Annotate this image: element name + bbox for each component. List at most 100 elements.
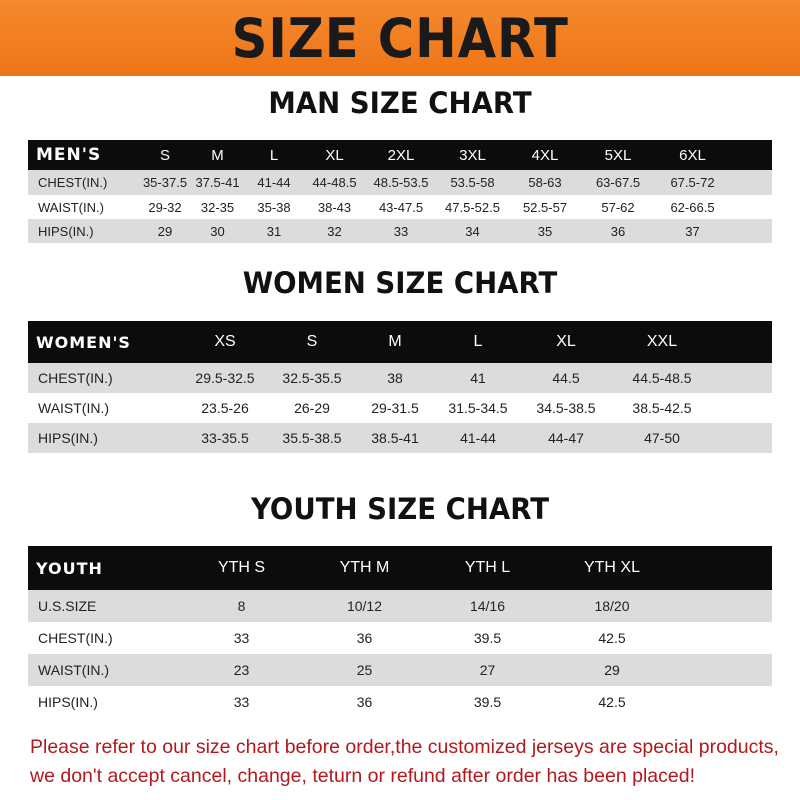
table-cell: 29.5-32.5 — [195, 370, 255, 386]
empty-cell — [675, 686, 772, 718]
row-label: CHEST(IN.) — [38, 370, 113, 386]
table-cell: 43-47.5 — [378, 199, 424, 215]
table-cell: 36 — [356, 630, 373, 646]
men-title: MAN SIZE CHART — [268, 86, 532, 120]
size-header: YTH M — [339, 559, 390, 576]
notice-line-1: Please refer to our size chart before or… — [30, 736, 779, 758]
banner-title: SIZE CHART — [231, 6, 569, 70]
table-cell: 32-35 — [200, 199, 235, 215]
size-header: 4XL — [531, 146, 559, 164]
youth-title: YOUTH SIZE CHART — [250, 492, 550, 526]
table-row: HIPS(IN.) 33 36 39.5 42.5 — [28, 686, 772, 718]
table-cell: 29 — [604, 662, 620, 678]
table-cell: 58-63 — [528, 175, 562, 190]
table-cell: 23 — [233, 662, 250, 678]
table-cell: 36 — [356, 694, 373, 710]
table-header-label: WOMEN'S — [36, 332, 131, 352]
table-cell: 39.5 — [473, 630, 502, 646]
table-cell: 34 — [465, 223, 480, 239]
table-cell: 32 — [327, 223, 342, 239]
table-cell: 36 — [610, 223, 626, 239]
empty-cell — [675, 590, 772, 622]
table-cell: 53.5-58 — [450, 175, 495, 190]
table-cell: 33 — [233, 694, 250, 710]
row-label: CHEST(IN.) — [38, 175, 108, 190]
table-cell: 30 — [210, 223, 225, 239]
women-size-table: WOMEN'S XS S M L XL XXL CHEST(IN.) 29.5-32.5 32.5… — [28, 321, 772, 453]
size-header: 3XL — [459, 146, 486, 164]
size-header: M — [211, 146, 224, 164]
size-header: XL — [556, 333, 576, 350]
size-header: S — [159, 146, 170, 164]
table-cell: 44.5 — [552, 370, 580, 386]
empty-cell — [730, 195, 772, 219]
table-cell: 42.5 — [598, 630, 626, 646]
table-cell: 34.5-38.5 — [536, 400, 596, 416]
table-cell: 25 — [356, 662, 373, 678]
empty-cell — [675, 654, 772, 686]
table-cell: 57-62 — [601, 199, 635, 215]
table-cell: 29-32 — [148, 199, 182, 215]
size-header: XL — [325, 146, 344, 164]
table-cell: 26-29 — [294, 400, 330, 416]
table-cell: 32.5-35.5 — [282, 370, 342, 386]
table-header-label: YOUTH — [36, 558, 103, 578]
men-size-table: MEN'S S M L XL 2XL 3XL 4XL 5XL 6XL CHEST(IN.) 35-37… — [28, 140, 772, 243]
table-cell: 41 — [470, 370, 486, 386]
size-header: YTH XL — [583, 559, 640, 576]
row-label: CHEST(IN.) — [38, 630, 113, 646]
size-header: YTH L — [464, 559, 511, 576]
table-cell: 38.5-41 — [371, 430, 419, 446]
size-header: S — [306, 333, 318, 350]
table-cell: 35.5-38.5 — [282, 430, 342, 446]
empty-cell — [712, 423, 772, 453]
table-row: HIPS(IN.) 29 30 31 32 33 34 35 36 37 — [28, 219, 772, 243]
table-cell: 35-37.5 — [142, 175, 188, 190]
table-row: CHEST(IN.) 29.5-32.5 32.5-35.5 38 41 44.5 44.5… — [28, 363, 772, 393]
empty-cell — [730, 219, 772, 243]
table-cell: 44-47 — [548, 430, 584, 446]
row-label: HIPS(IN.) — [38, 223, 94, 239]
youth-size-table: YOUTH YTH S YTH M YTH L YTH XL U.S.SIZE 8 10/12… — [28, 546, 772, 718]
table-row: WAIST(IN.) 29-32 32-35 35-38 38-43 43-47.5 47.… — [28, 195, 772, 219]
empty-cell — [712, 363, 772, 393]
table-cell: 63-67.5 — [595, 175, 641, 190]
table-cell: 29 — [157, 223, 173, 239]
table-cell: 18/20 — [594, 598, 630, 614]
table-cell: 38.5-42.5 — [632, 400, 692, 416]
women-title: WOMEN SIZE CHART — [242, 266, 558, 300]
table-cell: 29-31.5 — [371, 400, 419, 416]
table-cell: 38-43 — [317, 199, 352, 215]
empty-cell — [712, 393, 772, 423]
table-cell: 52.5-57 — [522, 199, 568, 215]
table-cell: 37 — [685, 223, 700, 239]
table-cell: 38 — [387, 370, 403, 386]
table-cell: 44.5-48.5 — [632, 370, 692, 386]
table-cell: 41-44 — [257, 175, 291, 190]
table-cell: 33 — [393, 223, 409, 239]
table-cell: 27 — [479, 662, 496, 678]
size-header: M — [388, 333, 402, 350]
size-header: L — [269, 146, 279, 164]
row-label: HIPS(IN.) — [38, 430, 98, 446]
table-row: HIPS(IN.) 33-35.5 35.5-38.5 38.5-41 41-44 44-… — [28, 423, 772, 453]
table-cell: 47.5-52.5 — [445, 199, 500, 215]
header-row: YOUTH YTH S YTH M YTH L YTH XL — [28, 546, 772, 590]
empty-cell — [730, 140, 772, 170]
row-label: WAIST(IN.) — [38, 400, 110, 416]
row-label: WAIST(IN.) — [38, 199, 104, 215]
notice-line-2: we don't accept cancel, change, teturn o… — [30, 765, 695, 787]
table-cell: 44-48.5 — [312, 175, 357, 190]
table-cell: 37.5-41 — [195, 175, 240, 190]
table-cell: 48.5-53.5 — [373, 175, 429, 190]
table-cell: 31.5-34.5 — [448, 400, 508, 416]
table-cell: 35 — [537, 223, 553, 239]
row-label: U.S.SIZE — [38, 598, 97, 614]
table-cell: 33 — [233, 630, 250, 646]
table-cell: 47-50 — [644, 430, 680, 446]
size-header: XXL — [646, 333, 678, 350]
table-row: WAIST(IN.) 23 25 27 29 — [28, 654, 772, 686]
size-header: L — [473, 333, 483, 350]
empty-cell — [675, 546, 772, 590]
table-row: CHEST(IN.) 35-37.5 37.5-41 41-44 44-48.5 48.5… — [28, 170, 772, 195]
